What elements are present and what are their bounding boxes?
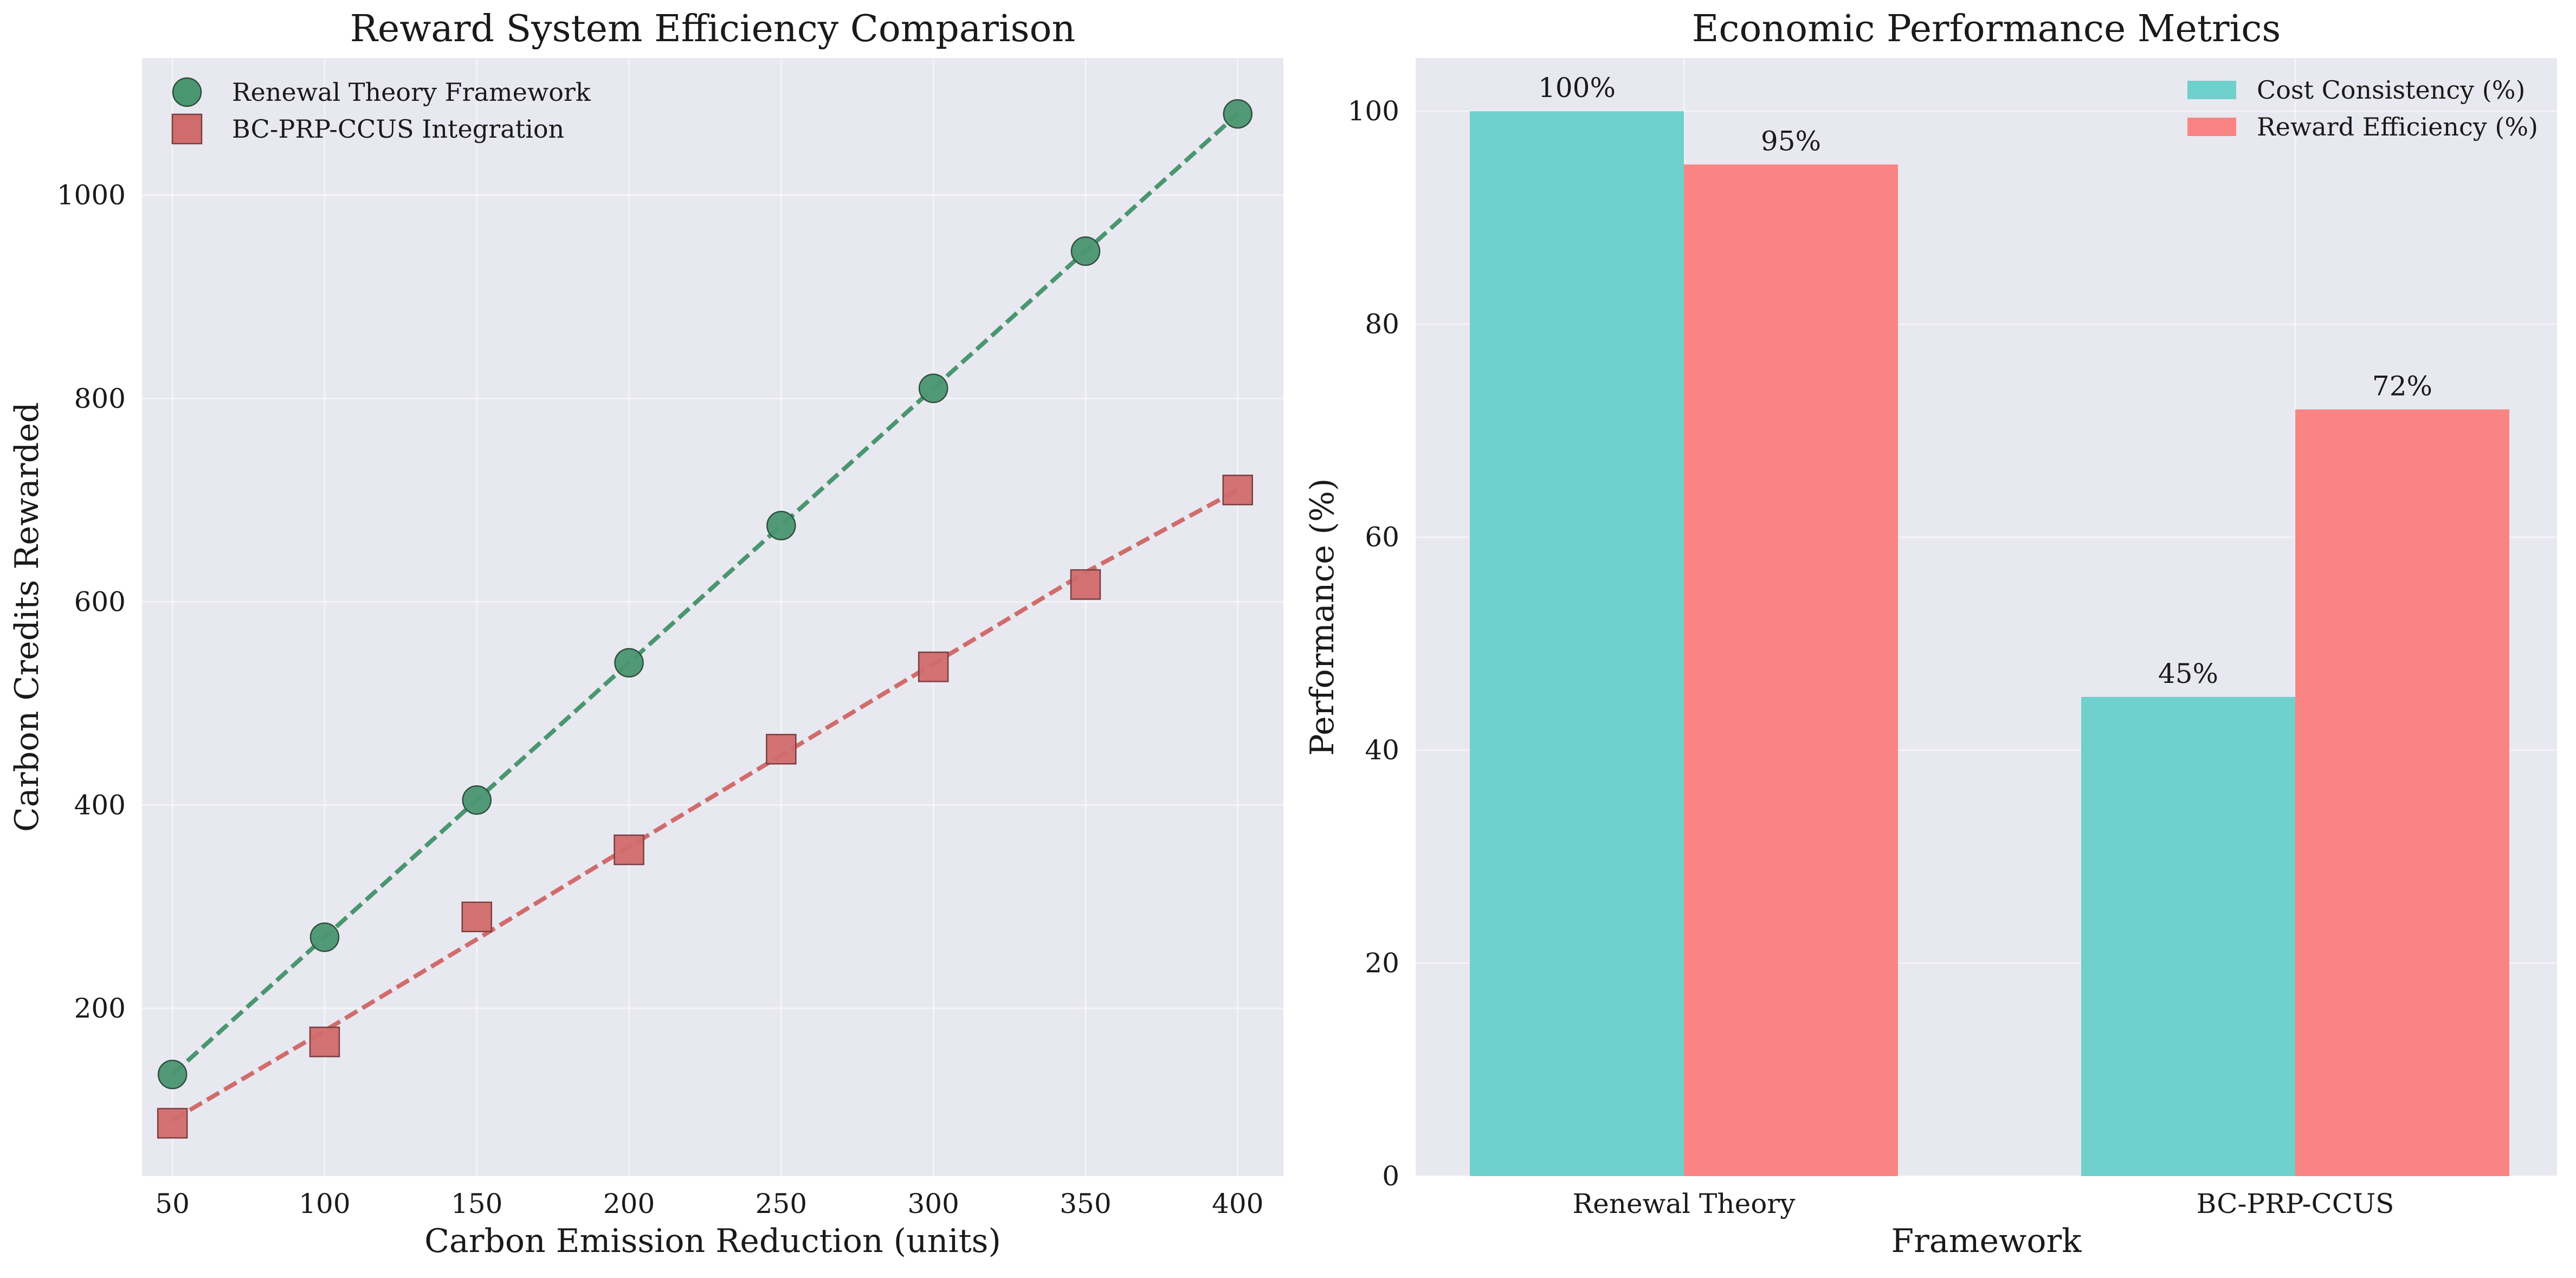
legend-label: Cost Consistency (%) [2257, 75, 2525, 105]
x-axis-label: Carbon Emission Reduction (units) [424, 1222, 1001, 1260]
data-point [462, 785, 492, 815]
data-point [918, 651, 949, 682]
series-fit-line [171, 488, 1239, 1122]
series-fit-line [171, 112, 1239, 1076]
legend-marker [171, 113, 203, 145]
y-tick-label: 80 [1365, 308, 1399, 340]
data-point [614, 648, 644, 678]
y-tick-label: 100 [1348, 95, 1399, 127]
data-point [918, 373, 948, 403]
x-tick-label: 200 [603, 1188, 655, 1219]
bar-value-label: 45% [2158, 658, 2218, 689]
x-tick-label: 50 [155, 1188, 190, 1219]
data-point [614, 834, 644, 866]
legend-label: BC-PRP-CCUS Integration [232, 114, 564, 144]
data-point [1070, 569, 1101, 600]
bar [2295, 409, 2509, 1177]
x-tick-label: 150 [451, 1188, 502, 1219]
data-point [1222, 474, 1254, 506]
data-point [157, 1060, 188, 1089]
bar [1684, 164, 1898, 1176]
y-axis-label: Performance (%) [1303, 478, 1341, 756]
chart-title: Economic Performance Metrics [1692, 8, 2281, 50]
legend-marker [172, 77, 202, 107]
x-tick-label: Renewal Theory [1573, 1188, 1796, 1219]
data-point [766, 734, 797, 765]
legend-swatch [2187, 118, 2236, 136]
data-point [1070, 236, 1101, 266]
bar [1470, 111, 1684, 1177]
x-tick-label: 300 [907, 1188, 959, 1219]
x-tick-label: 350 [1060, 1188, 1111, 1219]
y-tick-label: 400 [74, 789, 126, 821]
bar-value-label: 100% [1538, 72, 1616, 104]
y-tick-label: 800 [74, 383, 126, 414]
y-tick-label: 0 [1382, 1160, 1399, 1192]
legend-swatch [2187, 81, 2236, 99]
y-tick-label: 200 [74, 993, 126, 1024]
data-point [461, 901, 493, 933]
bar-value-label: 95% [1761, 125, 1821, 157]
x-tick-label: 400 [1212, 1188, 1263, 1219]
data-point [1223, 99, 1253, 129]
y-tick-label: 600 [74, 586, 126, 617]
data-point [766, 511, 796, 540]
data-point [157, 1108, 188, 1139]
chart-title: Reward System Efficiency Comparison [350, 8, 1075, 50]
data-point [309, 922, 340, 952]
y-tick-label: 60 [1365, 521, 1399, 553]
bar-chart: 100% 45% 95% 72% 0 20 40 60 80 100 Renewal Theory B… [1303, 8, 2557, 1260]
y-axis-label: Carbon Credits Rewarded [8, 402, 46, 832]
data-point [309, 1027, 340, 1057]
x-tick-label: BC-PRP-CCUS [2197, 1188, 2394, 1219]
y-tick-label: 40 [1365, 734, 1399, 766]
bar [2081, 696, 2295, 1176]
y-tick-label: 20 [1365, 947, 1399, 979]
x-axis-label: Framework [1891, 1222, 2082, 1260]
x-tick-label: 100 [299, 1188, 350, 1219]
x-tick-label: 250 [756, 1188, 807, 1219]
bar-value-label: 72% [2372, 370, 2432, 402]
legend-label: Renewal Theory Framework [232, 78, 591, 107]
y-tick-label: 1000 [57, 179, 126, 211]
legend-label: Reward Efficiency (%) [2257, 112, 2538, 141]
scatter-chart: 50 100 150 200 250 300 350 400 200 400 600 800 1000 R… [8, 8, 1283, 1260]
